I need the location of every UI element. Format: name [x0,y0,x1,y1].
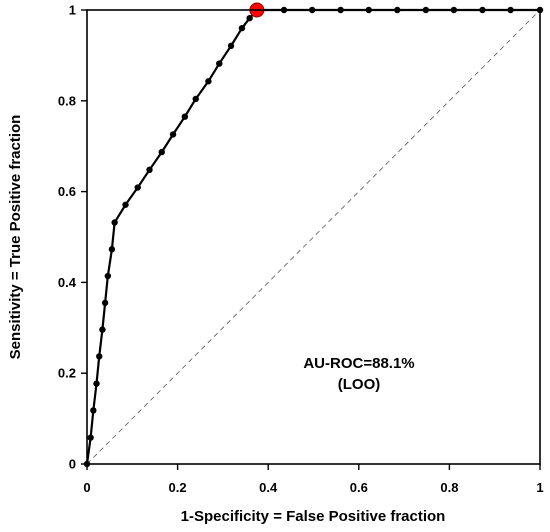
roc-point [99,326,106,333]
roc-point [216,60,223,67]
roc-point [169,131,177,138]
y-tick-label: 0 [69,457,76,472]
roc-point [146,166,153,174]
y-axis-ticks: 0 0.2 0.4 0.6 0.8 1 [58,3,87,472]
x-tick-label: 1 [536,480,543,495]
x-tick-label: 0.6 [350,480,368,495]
y-axis-title: Sensitivity = True Positive fraction [7,115,24,360]
roc-point [192,95,199,103]
roc-point [181,113,189,120]
reference-diagonal-line [86,9,541,465]
roc-point [87,434,94,441]
y-tick-label: 0.2 [58,366,76,381]
roc-point [246,14,253,22]
roc-point [108,246,116,253]
roc-point [90,407,97,414]
roc-point [227,42,235,50]
roc-point [104,272,112,280]
roc-point [158,148,165,156]
plot-area [83,2,544,468]
y-tick-label: 0.4 [58,275,77,290]
roc-point [93,380,100,387]
roc-point [205,78,212,85]
roc-point [122,201,129,208]
y-tick-label: 0.8 [58,93,76,108]
loo-annotation: (LOO) [338,376,381,393]
y-tick-label: 1 [69,3,76,18]
plot-frame [86,9,541,465]
x-tick-label: 0.4 [259,480,278,495]
x-axis-ticks: 0 0.2 0.4 0.6 0.8 1 [83,464,544,495]
roc-point [111,219,118,226]
x-tick-label: 0 [83,480,90,495]
roc-point [134,184,141,191]
x-tick-label: 0.8 [440,480,458,495]
au-roc-annotation: AU-ROC=88.1% [303,355,414,372]
x-axis-title: 1-Specificity = False Positive fraction [181,508,446,525]
roc-point [101,299,109,307]
x-tick-label: 0.2 [169,480,187,495]
y-tick-label: 0.6 [58,184,76,199]
roc-point [96,353,103,360]
roc-point [238,24,246,32]
